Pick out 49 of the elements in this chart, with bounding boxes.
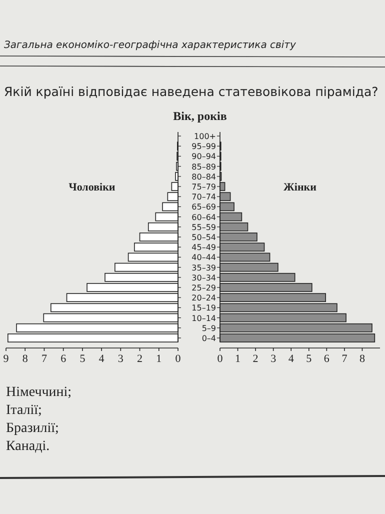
- y-tick-label: 15–19: [192, 304, 216, 313]
- x-tick-label: 5: [80, 353, 86, 365]
- y-tick-label: 30–34: [192, 273, 216, 282]
- x-tick-label: 2: [252, 353, 258, 365]
- y-tick-label: 25–29: [192, 283, 216, 292]
- y-tick-label: 10–14: [192, 314, 216, 323]
- y-tick-label: 60–64: [192, 212, 216, 222]
- x-tick-label: 6: [324, 353, 330, 365]
- y-tick-label: 50–54: [192, 233, 216, 242]
- x-tick-label: 1: [235, 353, 241, 365]
- text: Чоловіки: [68, 182, 116, 194]
- text: Жінки: [284, 182, 318, 194]
- y-tick-label: 20–24: [192, 294, 216, 303]
- x-tick-label: 8: [22, 353, 28, 365]
- x-tick-label: 3: [270, 353, 277, 365]
- y-tick-label: 100+: [194, 132, 216, 142]
- text: Італії;: [6, 403, 42, 418]
- y-tick-label: 90–94: [192, 152, 216, 162]
- x-tick-label: 4: [98, 353, 105, 365]
- y-tick-label: 0–4: [202, 334, 216, 343]
- y-tick-label: 80–84: [192, 172, 216, 182]
- y-axis-title: Вік, років: [173, 109, 228, 123]
- x-tick-label: 7: [342, 353, 348, 365]
- x-tick-label: 7: [41, 353, 48, 365]
- x-tick-label: 5: [306, 353, 312, 365]
- x-tick-label: 0: [217, 353, 224, 365]
- y-tick-label: 55–59: [192, 222, 216, 232]
- y-tick-label: 95–99: [192, 142, 216, 152]
- y-tick-label: 70–74: [192, 192, 216, 202]
- x-tick-label: 8: [359, 353, 366, 365]
- y-tick-label: 40–44: [192, 253, 216, 262]
- y-tick-label: 75–79: [192, 182, 216, 192]
- x-tick-label: 9: [3, 353, 10, 365]
- text: Загальна економіко-географічна характеристика світу: [4, 40, 297, 51]
- y-tick-label: 85–89: [192, 162, 216, 172]
- text: Німеччині;: [6, 385, 72, 400]
- y-tick-label: 5–9: [202, 324, 216, 333]
- x-tick-label: 2: [137, 353, 143, 365]
- text: Канаді.: [6, 439, 50, 454]
- x-tick-label: 0: [175, 353, 182, 365]
- y-tick-label: 35–39: [192, 263, 216, 272]
- x-tick-label: 6: [60, 353, 67, 365]
- chart-title: Якій країні відповідає наведена статевовікова піраміда?: [4, 84, 378, 99]
- text: Бразилії;: [6, 421, 59, 436]
- x-tick-label: 1: [156, 353, 162, 365]
- x-tick-label: 4: [288, 353, 294, 365]
- x-tick-label: 3: [118, 353, 124, 365]
- y-tick-label: 45–49: [192, 243, 216, 252]
- y-tick-label: 65–69: [192, 202, 216, 212]
